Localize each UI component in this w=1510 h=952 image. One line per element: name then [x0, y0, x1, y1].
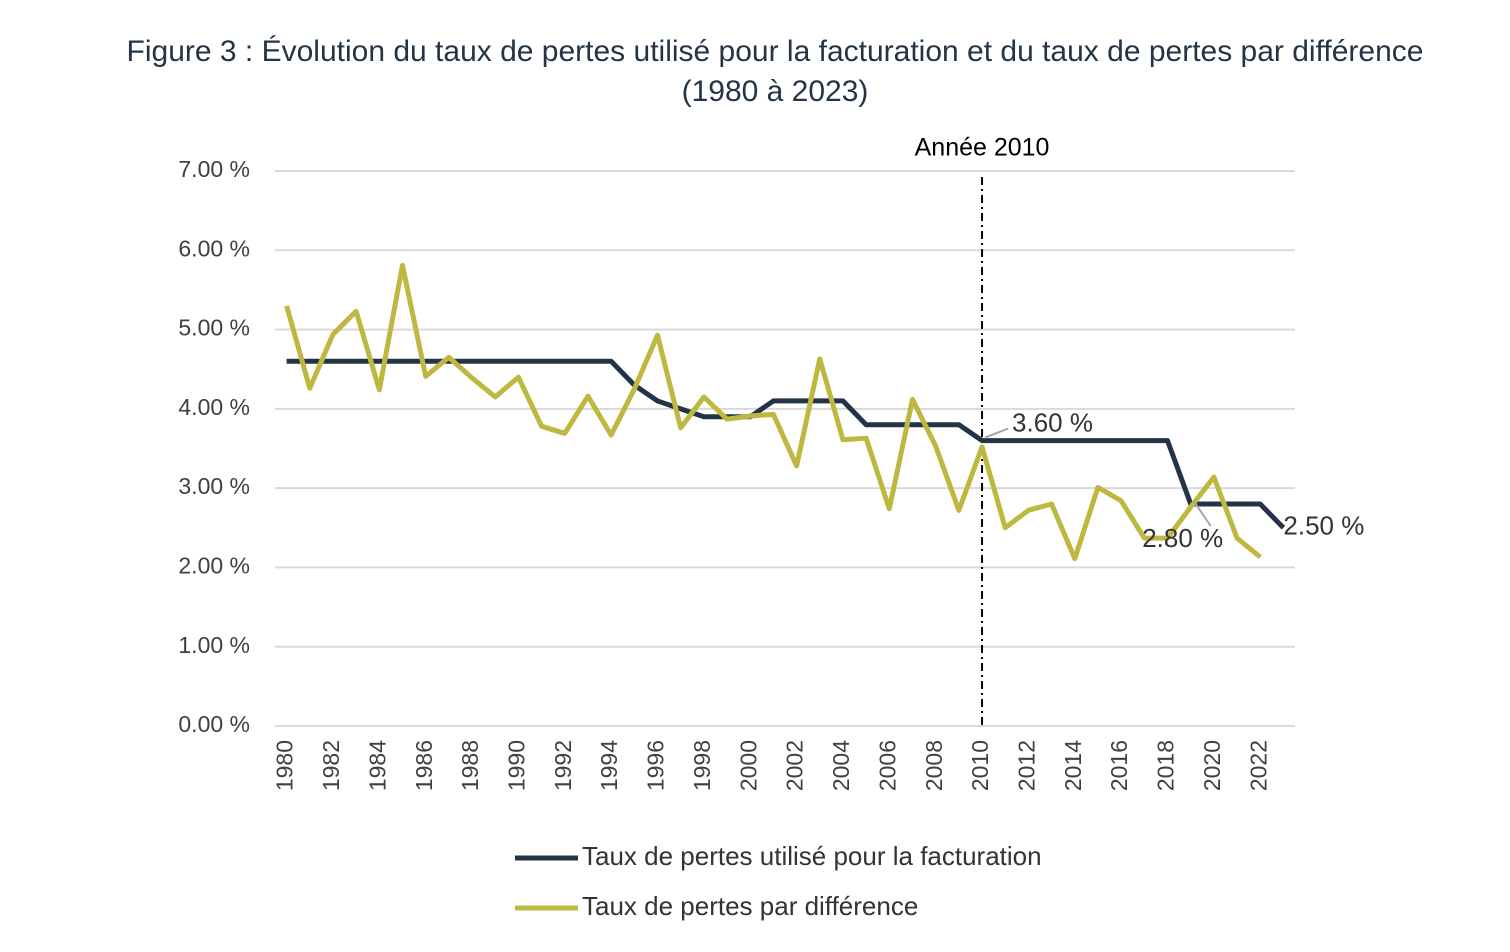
x-tick-label: 1998 [689, 740, 715, 791]
x-tick-label: 1990 [503, 740, 529, 791]
y-tick-label: 1.00 % [178, 632, 250, 658]
annotation-text: Année 2010 [915, 134, 1050, 162]
x-tick-label: 1996 [643, 740, 669, 791]
y-tick-label: 4.00 % [178, 394, 250, 420]
label-leader [1192, 500, 1212, 527]
x-tick-label: 2016 [1106, 740, 1132, 791]
x-tick-label: 1980 [272, 740, 298, 791]
x-tick-label: 1992 [550, 740, 576, 791]
data-label: 2.80 % [1142, 523, 1223, 553]
legend-label: Taux de pertes utilisé pour la facturati… [582, 841, 1042, 871]
x-tick-label: 1986 [411, 740, 437, 791]
x-tick-label: 2012 [1013, 740, 1039, 791]
label-leader [984, 427, 1009, 439]
x-tick-label: 2018 [1153, 740, 1179, 791]
x-tick-label: 2006 [874, 740, 900, 791]
x-tick-label: 2002 [782, 740, 808, 791]
x-tick-label: 2004 [828, 740, 854, 791]
legend-label: Taux de pertes par différence [582, 891, 918, 921]
x-tick-label: 1988 [457, 740, 483, 791]
y-tick-label: 0.00 % [178, 711, 250, 737]
y-tick-label: 6.00 % [178, 235, 250, 261]
y-tick-label: 7.00 % [178, 156, 250, 182]
x-tick-label: 1984 [364, 740, 390, 791]
x-tick-label: 1994 [596, 740, 622, 791]
x-tick-label: 2014 [1060, 740, 1086, 791]
y-tick-label: 5.00 % [178, 315, 250, 341]
x-tick-label: 2008 [921, 740, 947, 791]
data-label: 2.50 % [1283, 511, 1364, 541]
series-line [284, 262, 1262, 562]
y-tick-label: 2.00 % [178, 553, 250, 579]
x-tick-label: 1982 [318, 740, 344, 791]
x-tick-label: 2022 [1245, 740, 1271, 791]
chart-title: Figure 3 : Évolution du taux de pertes u… [126, 35, 1424, 108]
data-label: 3.60 % [1012, 407, 1093, 437]
x-tick-label: 2020 [1199, 740, 1225, 791]
y-tick-label: 3.00 % [178, 473, 250, 499]
x-tick-label: 2010 [967, 740, 993, 791]
x-tick-label: 2000 [735, 740, 761, 791]
